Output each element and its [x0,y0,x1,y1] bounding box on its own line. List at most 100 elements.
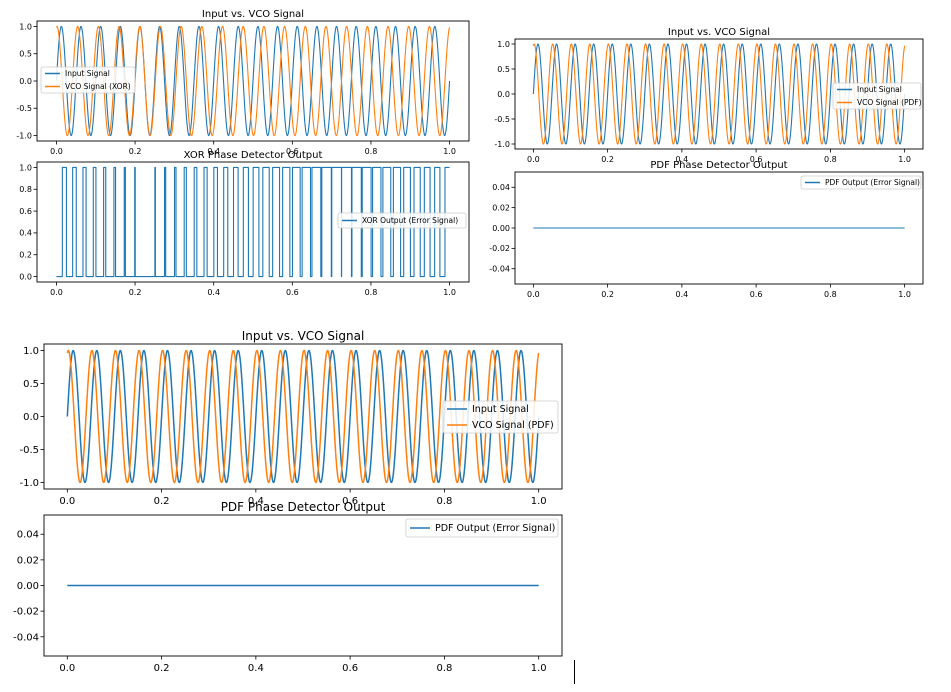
x-tick-label: 1.0 [898,290,911,299]
y-tick-label: 0.00 [492,224,510,233]
x-tick-label: 0.8 [436,663,452,674]
chart-c1: Input vs. VCO Signal 0.0 0.2 0.4 0.6 0.8 1.0 1.… [19,329,563,507]
legend-label: PDF Output (Error Signal) [825,178,920,187]
chart-title: PDF Phase Detector Output [221,500,386,514]
chart-title: Input vs. VCO Signal [668,27,770,38]
x-tick-label: 0.2 [601,290,614,299]
x-tick-label: 0.6 [342,663,358,674]
chart-b2: PDF Phase Detector Output 0.0 0.2 0.4 0.6 0.8… [489,160,924,299]
chart-a2: XOR Phase Detector Output 0.0 0.2 0.4 0.6 0.8… [19,150,470,297]
y-tick-label: -0.5 [19,445,39,456]
y-tick-label: -1.0 [16,131,32,140]
x-tick-label: 0.6 [286,288,299,297]
x-tick-label: 1.0 [531,663,547,674]
y-tick-label: -0.02 [13,607,39,618]
y-tick-label: -0.02 [489,244,510,253]
x-tick-label: 0.6 [750,155,763,164]
y-tick-label: -1.0 [19,478,39,489]
series-group [56,166,450,278]
y-tick-label: 1.0 [19,163,32,172]
x-tick-label: 0.8 [365,147,378,156]
chart-title: XOR Phase Detector Output [184,150,323,161]
y-tick-label: -1.0 [494,140,510,149]
y-tick-label: 0.5 [19,50,32,59]
chart-a1: Input vs. VCO Signal 0.0 0.2 0.4 0.6 0.8 1.0 1.… [16,9,470,156]
chart-title: Input vs. VCO Signal [242,329,365,343]
legend-label: Input Signal [857,85,902,94]
legend-label: Input Signal [472,404,529,415]
x-tick-label: 0.4 [248,663,264,674]
legend-label: VCO Signal (PDF) [472,420,554,431]
legend-label: XOR Output (Error Signal) [362,216,458,225]
x-tick-label: 0.0 [50,147,63,156]
y-tick-label: 0.4 [19,229,32,238]
y-tick-label: -0.04 [13,632,39,643]
x-tick-label: 0.6 [750,290,763,299]
x-tick-label: 0.8 [436,496,452,507]
x-tick-label: 1.0 [443,147,456,156]
y-tick-label: 0.02 [17,555,39,566]
x-tick-label: 0.4 [207,147,220,156]
legend-label: VCO Signal (PDF) [857,98,922,107]
y-tick-label: 0.00 [17,581,39,592]
legend-label: VCO Signal (XOR) [65,82,131,91]
legend-box [800,175,922,190]
legend-box [442,400,559,434]
y-tick-label: -0.04 [489,265,510,274]
x-tick-label: 0.2 [129,288,142,297]
series-line-0 [55,25,451,137]
y-tick-label: 1.0 [497,40,510,49]
x-tick-label: 0.0 [527,290,540,299]
series-line-0 [66,349,540,484]
legend: XOR Output (Error Signal) [337,212,467,229]
y-tick-label: -0.5 [16,104,32,113]
chart-c2: PDF Phase Detector Output 0.0 0.2 0.4 0.6 0.8… [13,500,563,674]
y-tick-label: 0.5 [23,379,39,390]
y-tick-label: 0.04 [492,183,510,192]
chart-title: Input vs. VCO Signal [202,9,304,20]
y-tick-label: 1.0 [23,346,39,357]
axes-frame [36,161,470,283]
y-tick-label: 0.8 [19,185,32,194]
chart-b1: Input vs. VCO Signal 0.0 0.2 0.4 0.6 0.8 1.0 1.… [494,27,924,164]
x-tick-label: 1.0 [531,496,547,507]
x-tick-label: 0.0 [50,288,63,297]
x-tick-label: 0.4 [676,290,689,299]
series-line-0 [56,166,450,278]
x-tick-label: 0.2 [154,663,170,674]
y-tick-label: 0.0 [497,90,510,99]
legend-box [337,212,467,229]
x-tick-label: 0.2 [129,147,142,156]
x-tick-label: 0.0 [527,155,540,164]
x-tick-label: 0.2 [601,155,614,164]
x-tick-label: 1.0 [898,155,911,164]
y-tick-label: 0.02 [492,203,510,212]
y-tick-label: 0.2 [19,251,32,260]
x-tick-label: 0.4 [248,496,264,507]
y-tick-label: 0.0 [19,77,32,86]
series-line-1 [532,43,906,145]
series-group [532,43,906,145]
y-tick-label: -0.5 [494,115,510,124]
legend-box [40,66,136,94]
legend-box [405,518,559,538]
x-tick-label: 0.8 [824,290,837,299]
y-tick-label: 0.04 [17,530,39,541]
text-cursor [574,660,575,684]
y-tick-label: 0.5 [497,65,510,74]
legend-label: Input Signal [65,69,110,78]
y-tick-label: 0.0 [19,272,32,281]
legend: Input Signal VCO Signal (XOR) [40,66,136,94]
legend-label: PDF Output (Error Signal) [435,523,555,534]
legend: Input Signal VCO Signal (PDF) [442,400,559,434]
x-tick-label: 1.0 [443,288,456,297]
y-tick-label: 1.0 [19,22,32,31]
x-tick-label: 0.0 [59,496,75,507]
x-tick-label: 0.8 [365,288,378,297]
y-tick-label: 0.0 [23,412,39,423]
chart-title: PDF Phase Detector Output [650,160,787,171]
legend: Input Signal VCO Signal (PDF) [832,82,922,110]
series-line-1 [66,349,540,484]
y-tick-label: 0.6 [19,207,32,216]
